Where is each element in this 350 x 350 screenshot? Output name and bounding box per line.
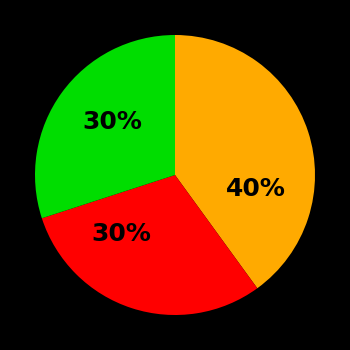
Text: 40%: 40% [226,177,286,201]
Wedge shape [175,35,315,288]
Text: 30%: 30% [92,222,152,246]
Text: 30%: 30% [82,110,142,134]
Wedge shape [35,35,175,218]
Wedge shape [42,175,257,315]
